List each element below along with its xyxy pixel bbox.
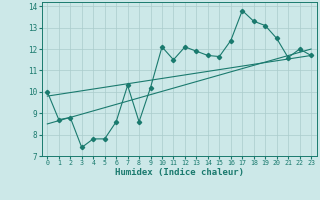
X-axis label: Humidex (Indice chaleur): Humidex (Indice chaleur)	[115, 168, 244, 177]
